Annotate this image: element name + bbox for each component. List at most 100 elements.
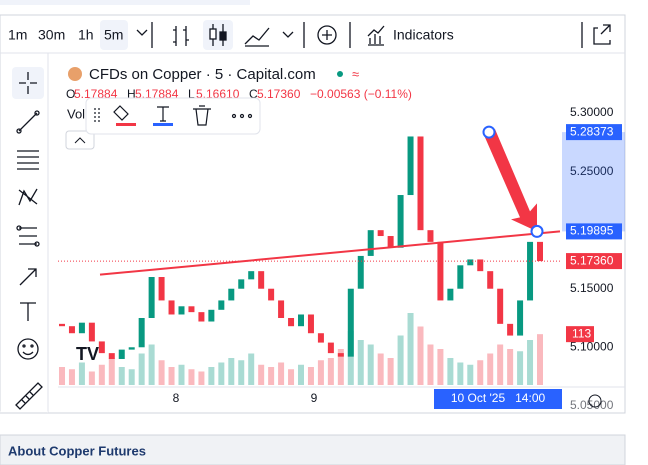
- volume-bar: [158, 360, 165, 385]
- volume-bar: [188, 369, 195, 385]
- volume-bar: [238, 360, 245, 385]
- volume-bar: [108, 358, 115, 385]
- x-tick-label: 8: [173, 391, 180, 405]
- volume-bar: [397, 335, 404, 385]
- volume-bar: [377, 353, 384, 385]
- y-tick-label: 5.15000: [570, 281, 614, 295]
- candle: [477, 259, 484, 272]
- candle: [397, 195, 404, 248]
- volume-bar: [268, 367, 275, 385]
- interval-button[interactable]: 5m: [104, 27, 123, 43]
- volume-bar: [467, 364, 474, 385]
- candle: [447, 288, 454, 301]
- candle: [268, 288, 275, 301]
- interval-button[interactable]: 1m: [8, 27, 27, 43]
- volume-bar: [477, 360, 484, 385]
- chart-title: CFDs on Copper · 5 · Capital.com: [89, 66, 316, 83]
- candle: [78, 322, 85, 334]
- volume-bar: [178, 364, 185, 385]
- volume-bar: [288, 369, 295, 385]
- candle: [367, 230, 374, 256]
- last-volume-label: 113: [572, 326, 591, 340]
- status-icon: ≈: [352, 66, 359, 81]
- volume-bar: [497, 344, 504, 385]
- indicators-button[interactable]: Indicators: [393, 27, 454, 43]
- volume-bar: [278, 362, 285, 385]
- crosshair-time: 10 Oct '25 14:00: [451, 391, 546, 405]
- volume-bar: [367, 344, 374, 385]
- volume-bar: [457, 362, 464, 385]
- candle: [337, 353, 344, 357]
- candle: [258, 271, 265, 289]
- candle: [377, 230, 384, 237]
- candle: [517, 300, 524, 336]
- volume-bar: [258, 364, 265, 385]
- candle: [327, 342, 334, 354]
- candle: [487, 271, 494, 289]
- volume-bar: [307, 367, 314, 385]
- candle: [138, 317, 145, 348]
- volume-bar: [417, 326, 424, 385]
- volume-label: Vol: [67, 106, 85, 121]
- anchor-point[interactable]: [530, 224, 544, 238]
- candle: [228, 288, 235, 301]
- volume-bar: [118, 367, 125, 385]
- candle: [68, 326, 75, 334]
- volume-bar: [248, 353, 255, 385]
- volume-bar: [198, 371, 205, 385]
- candle: [278, 300, 285, 318]
- volume-bar: [357, 340, 364, 385]
- footer-band: [0, 434, 626, 465]
- price-label-bg: [566, 124, 622, 141]
- ohlc-key: C: [249, 87, 258, 101]
- candle: [238, 279, 245, 289]
- candle: [248, 271, 255, 280]
- volume-bar: [218, 362, 225, 385]
- volume-bar: [437, 349, 444, 385]
- volume-bar: [337, 349, 344, 385]
- plot: 5.30000 5.25000 5.15000 5.10000 5.05000 5.283…: [58, 105, 625, 412]
- active-interval-bg: [100, 20, 128, 50]
- volume-bar: [148, 344, 155, 385]
- volume-bar: [168, 367, 175, 385]
- settings-icon[interactable]: [588, 394, 602, 408]
- interval-button[interactable]: 1h: [78, 27, 94, 43]
- candle: [307, 314, 314, 334]
- candle: [208, 309, 215, 322]
- candle: [288, 317, 295, 327]
- candle: [467, 259, 474, 266]
- candle: [537, 241, 543, 262]
- candle: [98, 341, 105, 354]
- candle: [118, 349, 125, 359]
- ohlc-key: H: [127, 87, 136, 101]
- collapse-button[interactable]: [65, 130, 95, 150]
- candle: [128, 347, 135, 350]
- anchor-point[interactable]: [482, 125, 496, 139]
- price-axis-highlight: [562, 132, 625, 232]
- volume-bar: [507, 349, 514, 385]
- candle: [88, 322, 95, 342]
- candle: [298, 314, 304, 327]
- volume-bar: [537, 334, 543, 385]
- market-status: [337, 71, 343, 77]
- candle: [59, 323, 65, 327]
- interval-button[interactable]: 30m: [38, 27, 65, 43]
- drawing-tools: [12, 67, 44, 410]
- volume-bar: [487, 353, 494, 385]
- candle: [357, 255, 364, 289]
- candle: [407, 136, 414, 196]
- candle: [158, 277, 165, 301]
- last-volume-bg: [566, 326, 594, 343]
- volume-bar: [298, 364, 304, 385]
- last-price-bg: [566, 253, 622, 270]
- y-tick-label: 5.30000: [570, 105, 614, 119]
- candle: [387, 236, 394, 248]
- drawing-toolbar: [85, 97, 261, 135]
- volume-bar: [128, 369, 135, 385]
- ohlc-key: L: [188, 87, 195, 101]
- arrow: [484, 129, 537, 232]
- candle: [148, 277, 155, 318]
- candle: [218, 300, 225, 310]
- ohlc-change: −0.00563 (−0.11%): [310, 87, 412, 101]
- price-label: 5.19895: [570, 224, 614, 238]
